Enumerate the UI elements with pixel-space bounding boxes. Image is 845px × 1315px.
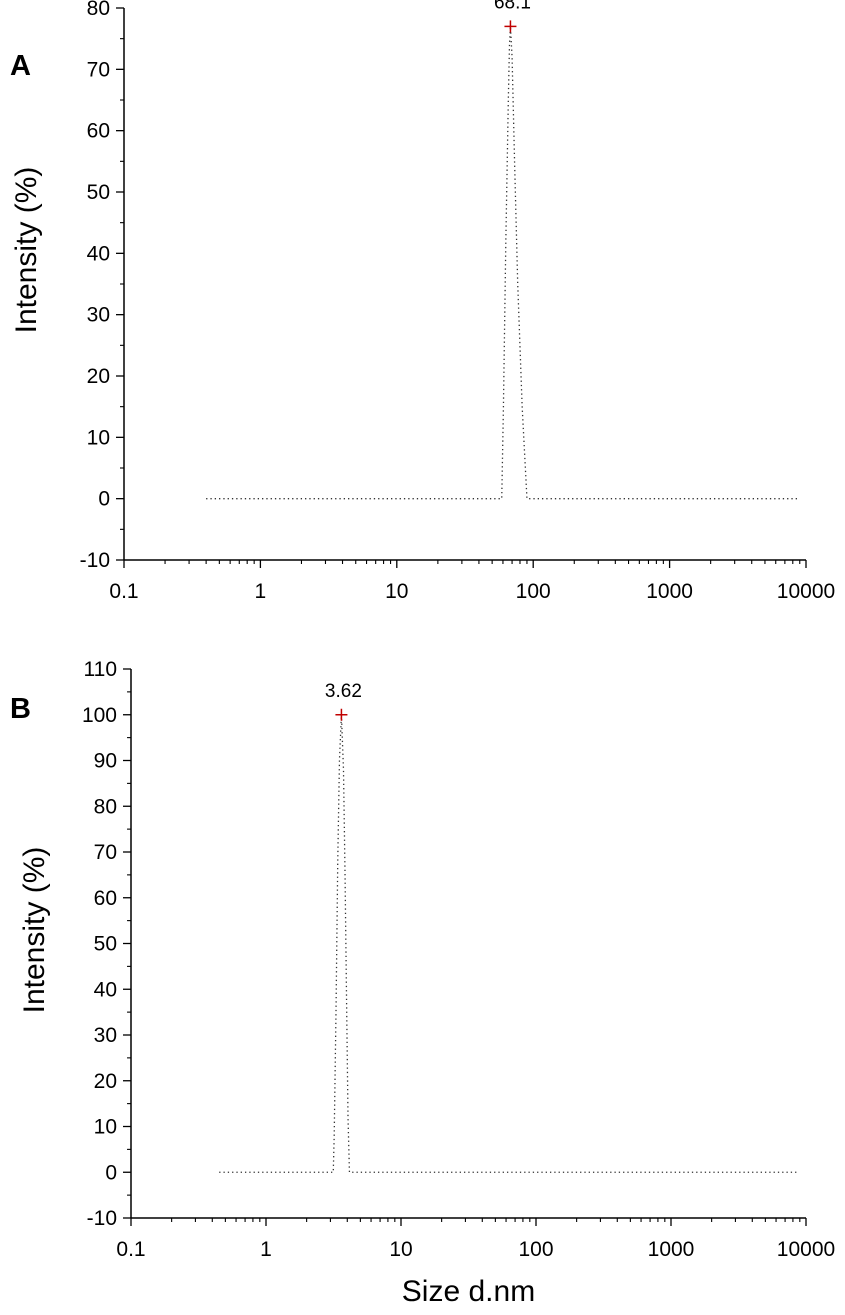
peak-label: 68.1 <box>494 0 531 13</box>
y-tick-label: 10 <box>87 426 110 449</box>
y-axis-title: Intensity (%) <box>10 167 43 334</box>
y-tick-label: 30 <box>87 304 110 327</box>
y-tick-label: 10 <box>94 1116 117 1139</box>
y-tick-label: 50 <box>87 181 110 204</box>
y-tick-label: -10 <box>87 1207 117 1230</box>
x-tick-label: 10000 <box>777 1238 835 1261</box>
x-tick-label: 1000 <box>646 580 693 603</box>
x-tick-label: 10 <box>385 580 408 603</box>
panel-label: B <box>10 693 31 725</box>
y-tick-label: 40 <box>87 242 110 265</box>
x-tick-label: 10 <box>389 1238 412 1261</box>
y-tick-label: 70 <box>87 58 110 81</box>
y-tick-label: 30 <box>94 1024 117 1047</box>
series-line-1 <box>219 714 797 1173</box>
y-tick-label: 40 <box>94 978 117 1001</box>
x-tick-label: 1 <box>260 1238 272 1261</box>
y-tick-label: 90 <box>94 750 117 773</box>
x-tick-label: 0.1 <box>109 580 138 603</box>
x-tick-label: 100 <box>518 1238 553 1261</box>
x-tick-label: 0.1 <box>116 1238 145 1261</box>
y-tick-label: 0 <box>98 488 110 511</box>
peak-marker <box>335 708 348 721</box>
panel-label: A <box>10 50 31 82</box>
y-tick-label: 60 <box>94 887 117 910</box>
y-tick-label: 20 <box>94 1070 117 1093</box>
peak-label: 3.62 <box>325 681 362 702</box>
y-tick-label: 20 <box>87 365 110 388</box>
x-tick-label: 100 <box>516 580 551 603</box>
y-tick-label: -10 <box>80 549 110 572</box>
y-tick-label: 60 <box>87 120 110 143</box>
x-tick-label: 1000 <box>648 1238 695 1261</box>
y-tick-label: 0 <box>105 1161 117 1184</box>
series-line-1 <box>206 26 798 500</box>
y-tick-label: 110 <box>84 658 117 681</box>
y-axis-title: Intensity (%) <box>18 847 51 1014</box>
x-axis-title: Size d.nm <box>402 1275 535 1308</box>
x-tick-label: 1 <box>255 580 267 603</box>
y-tick-label: 80 <box>94 795 117 818</box>
peak-marker <box>504 20 517 33</box>
y-tick-label: 70 <box>94 841 117 864</box>
y-tick-label: 100 <box>82 704 117 727</box>
x-tick-label: 10000 <box>777 580 835 603</box>
y-tick-label: 80 <box>87 0 110 20</box>
y-tick-label: 50 <box>94 933 117 956</box>
chart-panel-a: -10 0 10 20 30 40 50 60 70 80 0.1 1 10 100 1000 10000 68… <box>10 0 835 603</box>
